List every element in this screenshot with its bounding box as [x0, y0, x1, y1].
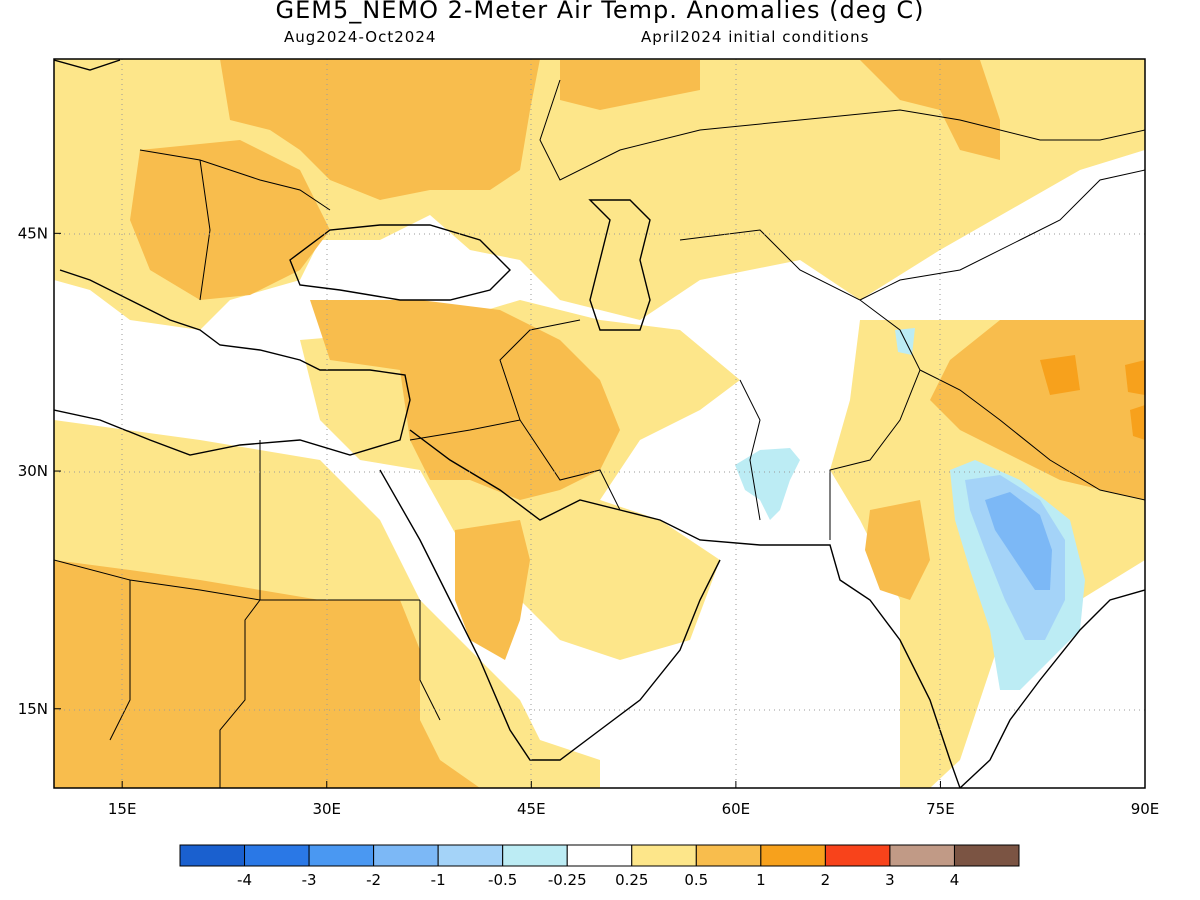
x-tick-label: 60E [722, 800, 751, 818]
colorbar-swatch [502, 844, 568, 867]
colorbar-swatch [373, 844, 439, 867]
colorbar-swatch [695, 844, 762, 867]
colorbar-label: 3 [885, 871, 895, 889]
colorbar-label: -4 [237, 871, 252, 889]
anomaly-region-moderate-warm [54, 59, 1145, 788]
y-tick-label: 45N [18, 224, 48, 242]
map-title: GEM5_NEMO 2-Meter Air Temp. Anomalies (d… [275, 0, 925, 24]
colorbar-label: -0.5 [488, 871, 517, 889]
x-tick-label: 90E [1131, 800, 1160, 818]
colorbar-swatch [179, 844, 246, 867]
y-tick-label: 15N [18, 700, 48, 718]
axis-ticks: 15E 30E 45E 60E 75E 90E 45N 30N 15N [18, 224, 1160, 818]
x-tick-label: 30E [312, 800, 341, 818]
colorbar-swatch [760, 844, 826, 867]
colorbar-label: 0.5 [684, 871, 708, 889]
colorbar-swatch [824, 844, 891, 867]
anomaly-region-strong-warm [1040, 355, 1145, 440]
colorbar-swatch [953, 844, 1020, 867]
colorbar-swatch [889, 844, 955, 867]
map-frame [53, 58, 1146, 789]
colorbar-swatch [437, 844, 504, 867]
graticule [54, 59, 1145, 788]
colorbar-label: 2 [821, 871, 831, 889]
colorbar-swatch [566, 844, 633, 867]
coastlines [54, 59, 1145, 788]
colorbar-label: 0.25 [615, 871, 648, 889]
colorbar-label: -3 [302, 871, 317, 889]
colorbar-label: 1 [756, 871, 766, 889]
colorbar-swatch [244, 844, 310, 867]
y-tick-label: 30N [18, 462, 48, 480]
colorbar-label: 4 [950, 871, 960, 889]
colorbar-label: -1 [431, 871, 446, 889]
anomaly-region-strong-cool [985, 492, 1052, 590]
colorbar-swatch [631, 844, 697, 867]
x-tick-label: 45E [517, 800, 546, 818]
colorbar-label: -0.25 [548, 871, 587, 889]
colorbar-label: -2 [366, 871, 381, 889]
colorbar: -4 -3 -2 -1 -0.5 -0.25 0.25 0.5 1 2 3 4 [179, 844, 1020, 889]
x-tick-label: 15E [108, 800, 137, 818]
forecast-period: Aug2024-Oct2024 [284, 28, 437, 46]
anomaly-field [54, 59, 1145, 788]
initial-conditions: April2024 initial conditions [641, 28, 870, 46]
x-tick-label: 75E [926, 800, 955, 818]
country-borders [54, 79, 1145, 788]
colorbar-swatch [308, 844, 375, 867]
